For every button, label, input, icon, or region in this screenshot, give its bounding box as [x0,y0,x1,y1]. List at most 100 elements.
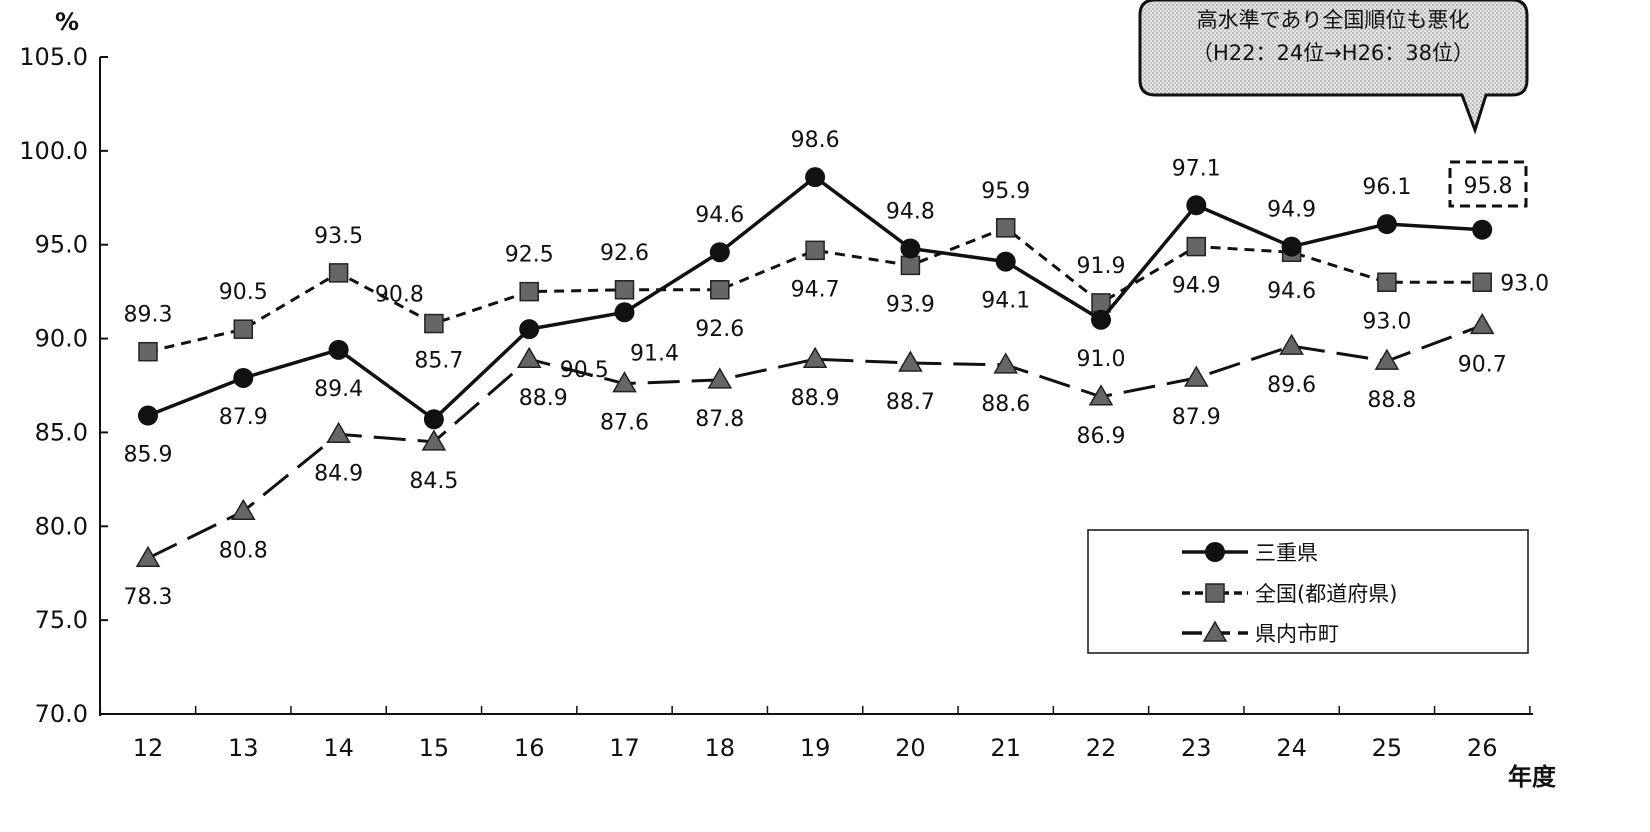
data-label: 91.9 [1077,254,1126,279]
data-label: 95.8 [1464,174,1513,199]
municipal-series-point [1374,348,1400,370]
series-layer [135,167,1495,567]
callout-bubble: 高水準であり全国順位も悪化 （H22：24位→H26：38位） [1138,0,1529,135]
legend-marker [1205,583,1225,603]
mie-series-point [1281,236,1302,257]
data-label: 92.6 [695,317,744,342]
x-tick-label: 14 [323,734,354,762]
data-label: 87.9 [219,405,268,430]
highlight-box [1448,160,1528,208]
municipal-series-point [1469,312,1495,335]
data-label: 93.5 [314,224,363,249]
data-label: 85.7 [414,348,463,373]
national-series-line [147,226,1483,354]
municipal-series-point [135,545,161,567]
x-tick-label: 20 [895,734,926,762]
municipal-series-point [993,352,1019,374]
national-series-point [519,281,539,302]
national-series-point [900,255,921,276]
data-label: 84.9 [314,461,363,486]
data-label: 89.4 [314,377,363,402]
data-label: 78.3 [124,585,173,610]
national-series-point [614,280,635,300]
mie-series-point [233,367,254,388]
data-label: 88.9 [519,386,568,411]
legend-marker [1202,620,1228,642]
data-label: 89.6 [1267,373,1316,398]
mie-series-point [995,251,1016,272]
x-tick-label: 25 [1372,734,1403,762]
callout-line-1: 高水準であり全国順位も悪化 [1197,8,1470,32]
data-label: 90.5 [219,280,268,305]
mie-series-point [138,405,158,426]
municipal-series [135,312,1495,567]
national-series-point [1091,293,1111,313]
x-tick-label: 23 [1181,734,1212,762]
national-series-point [1377,272,1397,293]
mie-series-point [709,242,730,263]
x-axis-unit-label: 年度 [1508,763,1557,791]
data-label: 84.5 [409,469,458,494]
data-label: 90.7 [1458,352,1507,377]
data-label: 88.7 [886,390,935,415]
legend-marker [1205,542,1225,562]
y-tick-label: 105.0 [19,43,88,71]
x-tick-label: 24 [1276,734,1307,762]
y-axis-unit-label: % [55,8,79,36]
municipal-series-point [802,346,828,368]
mie-series-point [328,339,349,360]
data-label: 94.7 [791,277,840,302]
x-tick-label: 13 [228,734,259,762]
x-tick-label: 16 [514,734,545,762]
legend-label: 全国(都道府県) [1255,582,1397,606]
data-label: 94.8 [886,199,935,224]
x-tick-label: 19 [800,734,831,762]
data-label: 94.6 [1267,279,1316,304]
data-label: 90.5 [560,358,609,383]
data-label: 95.9 [981,179,1030,204]
legend-label: 県内市町 [1255,622,1339,646]
y-axis-ticks: 70.0 75.0 80.0 85.0 90.0 95.0 100.0 105.0 [19,43,108,728]
municipal-series-point [1279,333,1304,355]
x-tick-label: 21 [990,734,1021,762]
data-label: 86.9 [1077,424,1126,449]
x-tick-label: 12 [133,734,164,762]
mie-series-point [1472,219,1493,240]
data-label: 98.6 [791,128,840,153]
mie-series-point [1091,309,1111,330]
y-tick-label: 95.0 [35,231,88,259]
x-tick-label: 22 [1086,734,1117,762]
data-label: 87.9 [1172,405,1221,430]
data-label: 94.1 [981,289,1030,314]
callout-line-2: （H22：24位→H26：38位） [1192,41,1474,65]
mie-series-point [519,319,540,340]
municipal-series-line [147,324,1483,560]
data-label: 93.9 [886,292,935,317]
data-label: 92.6 [600,241,649,266]
municipal-series-point [1088,384,1114,406]
data-label: 96.1 [1362,175,1411,200]
national-series-point [1186,236,1207,257]
municipal-series-point [516,346,542,368]
data-label: 88.6 [981,392,1030,417]
national-series-point [805,240,825,261]
municipal-series-point [707,367,733,389]
data-label: 94.6 [695,203,744,228]
national-series-point [995,218,1016,238]
data-label: 85.9 [124,443,173,468]
data-label: 92.5 [505,243,554,268]
legend-box [1087,529,1529,654]
national-series-point [710,280,730,300]
y-tick-label: 80.0 [35,512,88,540]
y-tick-label: 75.0 [35,606,88,634]
municipal-series-point [898,350,923,372]
municipal-series-point [230,498,256,521]
data-label: 91.4 [630,341,679,366]
x-tick-label: 26 [1467,734,1498,762]
data-label: 91.0 [1077,347,1126,372]
data-label: 87.8 [695,407,744,432]
national-series-point [328,263,349,283]
mie-series-point [1186,195,1207,216]
